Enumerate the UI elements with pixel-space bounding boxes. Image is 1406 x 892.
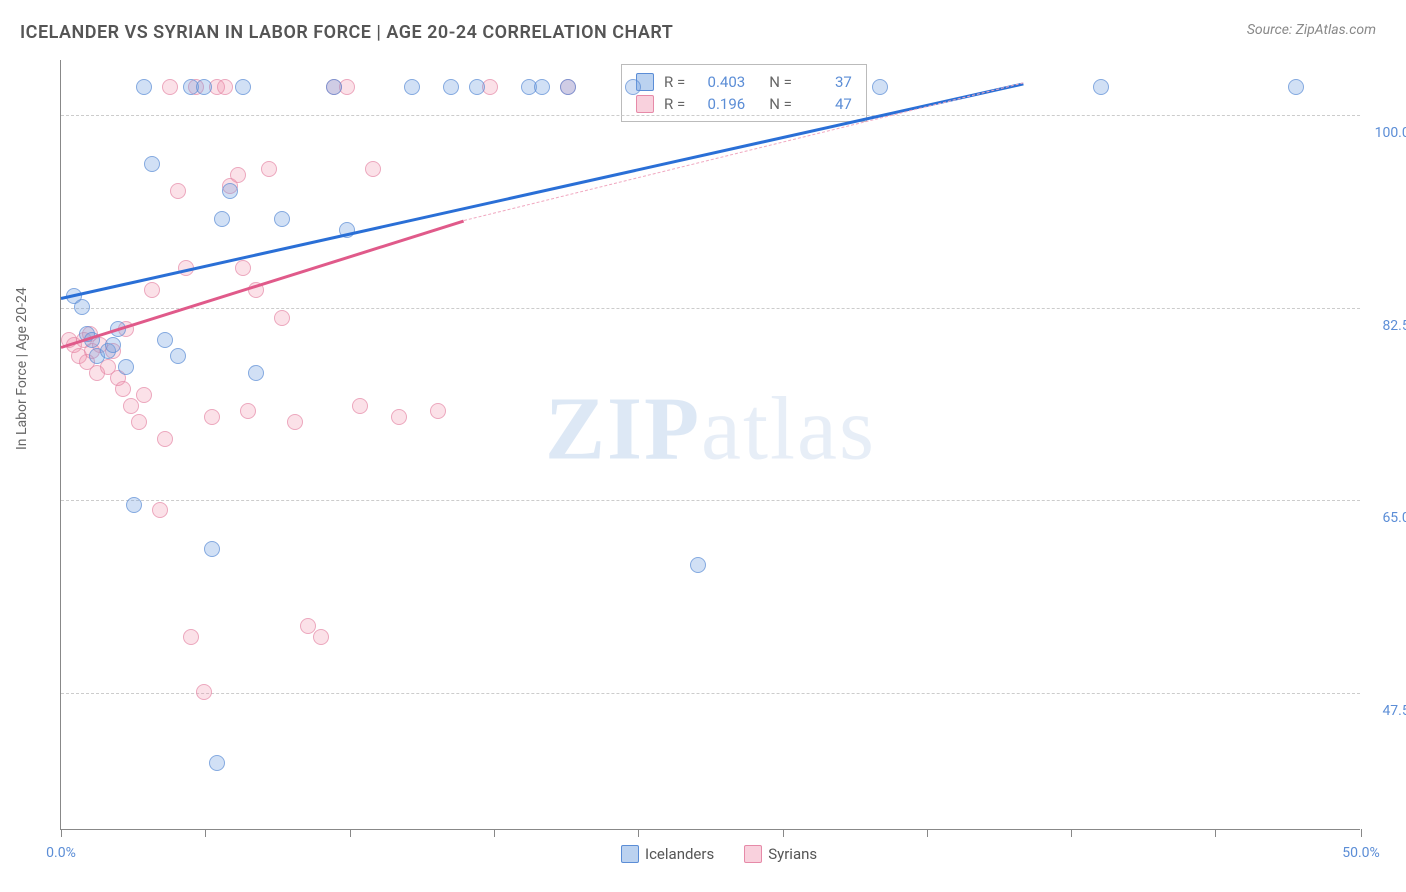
x-tick <box>1361 829 1362 837</box>
stat-r-label-b: R = <box>664 95 685 113</box>
scatter-point-syrians <box>183 629 199 645</box>
scatter-point-icelanders <box>872 79 888 95</box>
scatter-point-syrians <box>430 403 446 419</box>
stat-n-value-a: 37 <box>802 73 852 91</box>
scatter-point-icelanders <box>690 557 706 573</box>
gridline-h <box>61 500 1360 501</box>
y-tick-label: 65.0% <box>1365 510 1406 526</box>
scatter-point-icelanders <box>144 156 160 172</box>
watermark-zip: ZIP <box>545 380 701 479</box>
legend-item-icelanders: Icelanders <box>621 845 714 863</box>
scatter-point-icelanders <box>248 365 264 381</box>
stat-n-value-b: 47 <box>802 95 852 113</box>
plot-area: ZIPatlas R = 0.403 N = 37 R = 0.196 N = … <box>60 60 1360 830</box>
stat-n-label-a: N = <box>769 73 792 91</box>
scatter-point-syrians <box>240 403 256 419</box>
x-tick <box>1215 829 1216 837</box>
x-tick <box>638 829 639 837</box>
watermark-atlas: atlas <box>701 380 876 479</box>
x-tick-label: 50.0% <box>1342 845 1380 861</box>
stats-row-b: R = 0.196 N = 47 <box>636 93 852 115</box>
source-attribution: Source: ZipAtlas.com <box>1247 22 1376 38</box>
legend-swatch-syrians-icon <box>744 845 762 863</box>
scatter-point-icelanders <box>326 79 342 95</box>
scatter-point-icelanders <box>222 183 238 199</box>
x-tick <box>1071 829 1072 837</box>
gridline-h <box>61 308 1360 309</box>
scatter-point-icelanders <box>404 79 420 95</box>
scatter-point-icelanders <box>214 211 230 227</box>
legend-item-syrians: Syrians <box>744 845 817 863</box>
x-tick <box>61 829 62 837</box>
chart-container: ICELANDER VS SYRIAN IN LABOR FORCE | AGE… <box>0 0 1406 892</box>
stat-r-value-b: 0.196 <box>695 95 745 113</box>
scatter-point-icelanders <box>1093 79 1109 95</box>
scatter-point-icelanders <box>625 79 641 95</box>
scatter-point-syrians <box>261 161 277 177</box>
scatter-point-icelanders <box>118 359 134 375</box>
x-tick <box>927 829 928 837</box>
chart-title: ICELANDER VS SYRIAN IN LABOR FORCE | AGE… <box>20 22 673 43</box>
scatter-point-syrians <box>230 167 246 183</box>
stat-n-label-b: N = <box>769 95 792 113</box>
scatter-point-syrians <box>204 409 220 425</box>
scatter-point-syrians <box>313 629 329 645</box>
x-tick <box>350 829 351 837</box>
legend-label-icelanders: Icelanders <box>645 845 714 863</box>
scatter-point-icelanders <box>534 79 550 95</box>
scatter-point-icelanders <box>170 348 186 364</box>
scatter-point-syrians <box>131 414 147 430</box>
scatter-point-syrians <box>157 431 173 447</box>
scatter-point-icelanders <box>196 79 212 95</box>
scatter-point-syrians <box>136 387 152 403</box>
y-tick-label: 82.5% <box>1365 318 1406 334</box>
bottom-legend: Icelanders Syrians <box>621 845 817 863</box>
scatter-point-icelanders <box>204 541 220 557</box>
watermark: ZIPatlas <box>545 378 876 481</box>
x-tick <box>205 829 206 837</box>
scatter-point-icelanders <box>1288 79 1304 95</box>
stat-r-value-a: 0.403 <box>695 73 745 91</box>
scatter-point-syrians <box>170 183 186 199</box>
scatter-point-syrians <box>235 260 251 276</box>
scatter-point-syrians <box>391 409 407 425</box>
scatter-point-syrians <box>196 684 212 700</box>
scatter-point-syrians <box>274 310 290 326</box>
gridline-h <box>61 115 1360 116</box>
scatter-point-syrians <box>152 502 168 518</box>
scatter-point-syrians <box>162 79 178 95</box>
scatter-point-icelanders <box>209 755 225 771</box>
swatch-syrians-icon <box>636 95 654 113</box>
y-axis-label: In Labor Force | Age 20-24 <box>14 287 30 450</box>
stats-legend-box: R = 0.403 N = 37 R = 0.196 N = 47 <box>621 64 867 122</box>
scatter-point-icelanders <box>443 79 459 95</box>
scatter-point-syrians <box>365 161 381 177</box>
gridline-h <box>61 693 1360 694</box>
x-tick <box>494 829 495 837</box>
scatter-point-syrians <box>144 282 160 298</box>
scatter-point-syrians <box>352 398 368 414</box>
scatter-point-icelanders <box>136 79 152 95</box>
y-tick-label: 100.0% <box>1365 125 1406 141</box>
scatter-point-icelanders <box>560 79 576 95</box>
scatter-point-icelanders <box>157 332 173 348</box>
stats-row-a: R = 0.403 N = 37 <box>636 71 852 93</box>
x-tick-label: 0.0% <box>46 845 76 861</box>
scatter-point-icelanders <box>274 211 290 227</box>
scatter-point-icelanders <box>126 497 142 513</box>
scatter-point-syrians <box>217 79 233 95</box>
scatter-point-syrians <box>287 414 303 430</box>
scatter-point-icelanders <box>105 337 121 353</box>
stat-r-label-a: R = <box>664 73 685 91</box>
scatter-point-syrians <box>115 381 131 397</box>
scatter-point-icelanders <box>235 79 251 95</box>
scatter-point-syrians <box>123 398 139 414</box>
scatter-point-icelanders <box>74 299 90 315</box>
scatter-point-icelanders <box>469 79 485 95</box>
legend-swatch-icelanders-icon <box>621 845 639 863</box>
legend-label-syrians: Syrians <box>768 845 817 863</box>
x-tick <box>783 829 784 837</box>
y-tick-label: 47.5% <box>1365 703 1406 719</box>
